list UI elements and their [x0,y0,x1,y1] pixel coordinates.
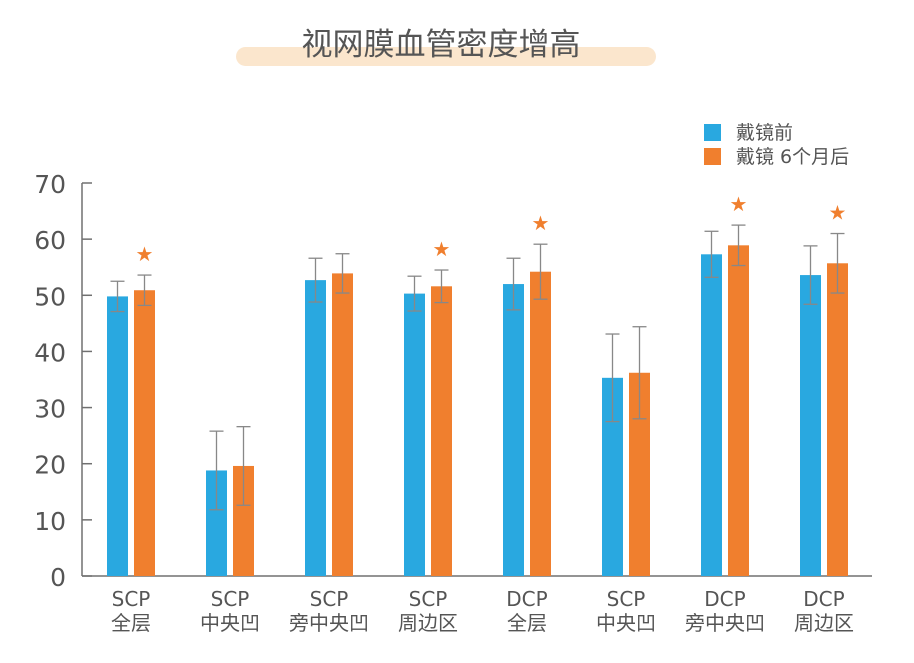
y-tick-label: 20 [34,451,66,480]
bar [305,280,326,576]
error-bar [506,257,521,311]
bar [206,470,227,576]
error-bar [803,245,818,305]
title-highlight [236,47,656,66]
error-bar [407,275,422,312]
x-tick-label: 全层 [507,611,547,635]
legend-swatch [704,124,721,141]
error-bar [110,280,125,313]
bar [530,271,551,576]
bar [332,273,353,576]
x-tick-label: 中央凹 [596,611,656,635]
error-bar [335,253,350,294]
bar [233,465,254,576]
error-bar [731,224,746,267]
x-tick-label: 周边区 [794,611,854,635]
legend-label: 戴镜前 [736,122,793,144]
bar [404,293,425,576]
y-tick-label: 10 [34,507,66,536]
error-bar [137,274,152,307]
title-group: 视网膜血管密度增高 [236,27,656,66]
bar [431,286,452,576]
x-tick-label: 周边区 [398,611,458,635]
legend-label: 戴镜 6个月后 [736,146,849,168]
error-bar [632,326,647,420]
error-bar [605,333,620,423]
error-bar [308,257,323,303]
bar [728,245,749,576]
significance-stars: ★ ★ ★ ★ ★ [136,192,847,266]
error-bar [533,243,548,300]
bar [602,377,623,576]
y-tick-label: 30 [34,395,66,424]
error-bar [434,269,449,304]
x-tick-label: 旁中央凹 [685,611,765,635]
x-tick-label: SCP [607,587,646,611]
x-tick-label: SCP [310,587,349,611]
x-tick-label: 中央凹 [200,611,260,635]
x-tick-label: DCP [704,587,745,611]
significance-star: ★ [136,242,154,266]
bars [107,245,848,576]
axes: 0 10 20 30 40 50 60 70 [34,170,872,592]
error-bar [209,430,224,511]
x-tick-label: SCP [409,587,448,611]
bar [629,372,650,576]
significance-star: ★ [433,237,451,261]
x-tick-label: SCP [112,587,151,611]
x-tick-label: DCP [506,587,547,611]
bar [503,284,524,576]
y-tick-label: 40 [34,338,66,367]
x-tick-label: 旁中央凹 [289,611,369,635]
error-bar [704,230,719,278]
x-tick-label: SCP [211,587,250,611]
error-bars [110,224,845,511]
x-axis-labels: SCP全层SCP中央凹SCP旁中央凹SCP周边区DCP全层SCP中央凹DCP旁中… [111,587,854,635]
bar [134,290,155,576]
bar [107,296,128,576]
y-tick-label: 50 [34,282,66,311]
y-tick-label: 70 [34,170,66,199]
x-tick-label: 全层 [111,611,151,635]
significance-star: ★ [829,201,847,225]
bar [701,254,722,576]
error-bar [830,232,845,294]
y-tick-label: 60 [34,226,66,255]
error-bar [236,426,251,506]
chart-title: 视网膜血管密度增高 [302,27,581,63]
bar [827,263,848,576]
significance-star: ★ [730,192,748,216]
significance-star: ★ [532,211,550,235]
bar [800,275,821,576]
x-tick-label: DCP [803,587,844,611]
y-tick-label: 0 [50,563,66,592]
legend-swatch [704,148,721,165]
